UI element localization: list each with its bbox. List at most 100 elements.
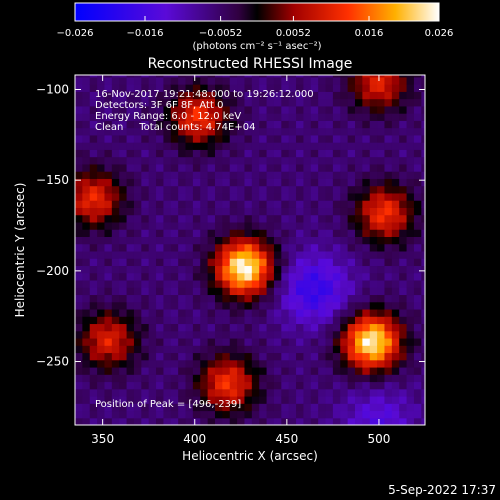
heatmap-cell bbox=[399, 149, 408, 158]
heatmap-cell bbox=[340, 294, 349, 303]
heatmap-cell bbox=[399, 156, 408, 165]
heatmap-cell bbox=[97, 149, 106, 158]
heatmap-cell bbox=[119, 316, 128, 325]
heatmap-cell bbox=[244, 113, 253, 121]
x-tick-label: 500 bbox=[367, 432, 390, 446]
heatmap-cell bbox=[97, 279, 106, 288]
heatmap-cell bbox=[310, 134, 319, 143]
heatmap-cell bbox=[325, 156, 334, 165]
heatmap-cell bbox=[200, 330, 209, 339]
heatmap-cell bbox=[89, 366, 98, 375]
heatmap-cell bbox=[192, 308, 201, 317]
heatmap-cell bbox=[288, 279, 297, 288]
heatmap-cell bbox=[369, 410, 378, 419]
heatmap-cell bbox=[244, 156, 253, 165]
heatmap-cell bbox=[244, 410, 253, 419]
heatmap-cell bbox=[266, 200, 275, 208]
heatmap-cell bbox=[340, 105, 349, 114]
heatmap-cell bbox=[325, 243, 334, 252]
heatmap-cell bbox=[192, 272, 201, 281]
heatmap-cell bbox=[288, 395, 297, 404]
heatmap-cell bbox=[310, 229, 319, 237]
heatmap-cell bbox=[119, 381, 128, 390]
heatmap-cell bbox=[421, 395, 425, 404]
heatmap-cell bbox=[215, 229, 223, 237]
heatmap-cell bbox=[377, 243, 386, 252]
heatmap-cell bbox=[75, 134, 83, 143]
heatmap-cell bbox=[325, 236, 334, 245]
heatmap-cell bbox=[369, 417, 378, 425]
heatmap-cell bbox=[229, 98, 238, 107]
heatmap-cell bbox=[303, 243, 312, 252]
heatmap-cell bbox=[399, 345, 408, 354]
heatmap-cell bbox=[170, 76, 179, 85]
heatmap-cell bbox=[259, 229, 268, 237]
heatmap-cell bbox=[325, 366, 334, 375]
heatmap-cell bbox=[296, 84, 305, 92]
heatmap-cell bbox=[229, 417, 238, 425]
heatmap-cell bbox=[288, 337, 297, 346]
heatmap-cell bbox=[170, 75, 179, 78]
heatmap-cell bbox=[178, 272, 187, 281]
heatmap-cell bbox=[192, 294, 201, 303]
heatmap-cell bbox=[325, 410, 334, 419]
heatmap-cell bbox=[104, 185, 113, 194]
heatmap-cell bbox=[362, 316, 371, 325]
heatmap-cell bbox=[222, 316, 231, 325]
heatmap-cell bbox=[347, 250, 356, 259]
heatmap-cell bbox=[413, 243, 422, 252]
heatmap-cell bbox=[104, 171, 113, 179]
heatmap-cell bbox=[399, 185, 408, 194]
heatmap-cell bbox=[362, 113, 371, 121]
heatmap-cell bbox=[399, 294, 408, 303]
heatmap-cell bbox=[266, 120, 275, 129]
heatmap-cell bbox=[413, 134, 422, 143]
heatmap-cell bbox=[347, 127, 356, 136]
heatmap-cell bbox=[259, 75, 268, 78]
heatmap-cell bbox=[178, 330, 187, 339]
heatmap-cell bbox=[141, 134, 150, 143]
heatmap-cell bbox=[251, 75, 260, 78]
heatmap-cell bbox=[318, 345, 327, 354]
heatmap-cell bbox=[170, 120, 179, 129]
annotation-time-range: 16-Nov-2017 19:21:48.000 to 19:26:12.000 bbox=[95, 89, 314, 100]
heatmap-cell bbox=[266, 105, 275, 114]
heatmap-cell bbox=[288, 403, 297, 412]
heatmap-cell bbox=[332, 250, 341, 259]
heatmap-cell bbox=[332, 105, 341, 114]
heatmap-cell bbox=[355, 243, 363, 252]
heatmap-cell bbox=[266, 221, 275, 230]
heatmap-cell bbox=[288, 156, 297, 165]
heatmap-cell bbox=[421, 214, 425, 223]
heatmap-cell bbox=[377, 301, 386, 310]
heatmap-cell bbox=[318, 388, 327, 397]
heatmap-cell bbox=[340, 200, 349, 208]
heatmap-cell bbox=[355, 200, 363, 208]
heatmap-cell bbox=[222, 250, 231, 259]
heatmap-cell bbox=[251, 352, 260, 361]
heatmap-cell bbox=[215, 294, 223, 303]
heatmap-cell bbox=[215, 149, 223, 158]
heatmap-cell bbox=[259, 113, 268, 121]
heatmap-cell bbox=[332, 337, 341, 346]
heatmap-cell bbox=[97, 185, 106, 194]
heatmap-cell bbox=[273, 403, 282, 412]
heatmap-cell bbox=[89, 243, 98, 252]
heatmap-cell bbox=[89, 345, 98, 354]
heatmap-cell bbox=[222, 171, 231, 179]
heatmap-cell bbox=[251, 410, 260, 419]
heatmap-cell bbox=[310, 142, 319, 150]
heatmap-cell bbox=[185, 366, 194, 375]
heatmap-cell bbox=[273, 374, 282, 383]
heatmap-cell bbox=[215, 337, 223, 346]
heatmap-cell bbox=[178, 258, 187, 267]
heatmap-cell bbox=[200, 178, 209, 187]
heatmap-cell bbox=[251, 105, 260, 114]
heatmap-cell bbox=[296, 149, 305, 158]
heatmap-cell bbox=[141, 250, 150, 259]
heatmap-cell bbox=[391, 229, 400, 237]
heatmap-cell bbox=[156, 388, 165, 397]
heatmap-cell bbox=[296, 381, 305, 390]
heatmap-cell bbox=[251, 192, 260, 201]
heatmap-cell bbox=[362, 381, 371, 390]
